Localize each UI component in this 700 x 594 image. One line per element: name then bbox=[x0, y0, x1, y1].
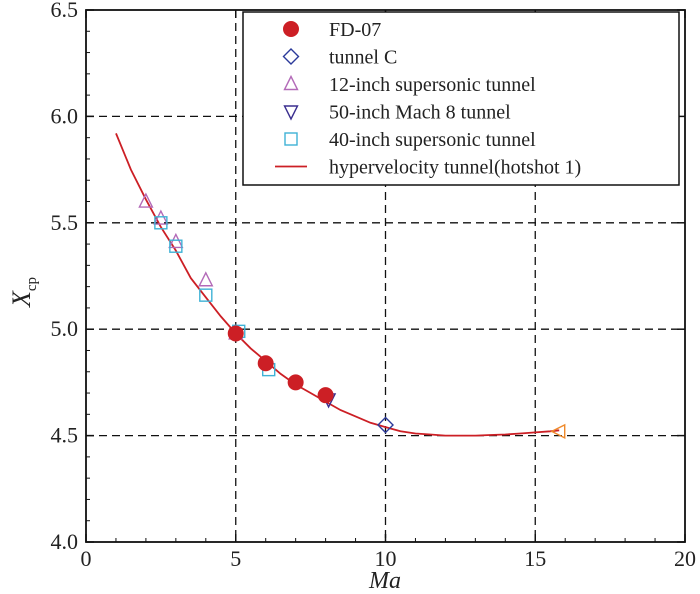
y-axis-title: Xcp bbox=[7, 277, 40, 308]
point-12-inch-supersonic-tunnel-1 bbox=[153, 209, 169, 225]
x-tick-label-5: 5 bbox=[230, 546, 241, 571]
legend-label-40-inch-supersonic-tunnel: 40-inch supersonic tunnel bbox=[329, 129, 536, 151]
legend-label-12-inch-supersonic-tunnel: 12-inch supersonic tunnel bbox=[329, 74, 536, 96]
y-tick-label-6.5: 6.5 bbox=[51, 0, 79, 22]
point-fd-07-2 bbox=[287, 374, 304, 391]
y-tick-label-5.0: 5.0 bbox=[51, 316, 79, 341]
legend-label-50-inch-mach-8-tunnel: 50-inch Mach 8 tunnel bbox=[329, 102, 511, 124]
legend: FD-07 tunnel C 12-inch supersonic tunnel 50… bbox=[242, 11, 680, 186]
y-tick-label-6.0: 6.0 bbox=[51, 103, 79, 128]
point-fd-07-0 bbox=[227, 325, 244, 342]
legend-marker-fd-07 bbox=[283, 21, 299, 37]
y-axis-title-subscript: cp bbox=[24, 277, 40, 291]
legend-label-tunnel-c: tunnel C bbox=[329, 47, 397, 69]
axis-ticks: 0 5 10 15 20 4.0 4.5 5.0 5.5 6.0 6.5 bbox=[51, 0, 697, 571]
legend-marker-tunnel-c bbox=[282, 48, 300, 65]
y-tick-label-5.5: 5.5 bbox=[51, 210, 79, 235]
point-12-inch-supersonic-tunnel-0 bbox=[138, 192, 154, 208]
legend-label-fd-07: FD-07 bbox=[329, 19, 381, 41]
y-tick-label-4.5: 4.5 bbox=[51, 423, 79, 448]
point-40-inch-supersonic-tunnel-1 bbox=[169, 239, 183, 253]
point-40-inch-supersonic-tunnel-0 bbox=[154, 216, 168, 230]
x-tick-label-10: 10 bbox=[375, 546, 397, 571]
fit-curve-layer bbox=[115, 133, 560, 437]
legend-box bbox=[242, 11, 680, 186]
point-tunnel-c-0 bbox=[377, 416, 394, 434]
y-axis-title-main: X bbox=[7, 290, 36, 308]
point-hypervelocity-tunnel-hotshot-1-0 bbox=[550, 423, 566, 439]
point-12-inch-supersonic-tunnel-2 bbox=[168, 232, 184, 249]
legend-marker-12-inch-supersonic-tunnel bbox=[283, 74, 299, 91]
data-points bbox=[138, 192, 566, 439]
x-axis-title: Ma bbox=[368, 568, 401, 594]
x-tick-label-15: 15 bbox=[524, 546, 546, 571]
x-tick-label-20: 20 bbox=[674, 546, 696, 571]
legend-marker-50-inch-mach-8-tunnel bbox=[283, 105, 299, 121]
point-40-inch-supersonic-tunnel-2 bbox=[199, 288, 213, 302]
legend-marker-40-inch-supersonic-tunnel bbox=[284, 132, 298, 146]
x-tick-label-0: 0 bbox=[81, 546, 92, 571]
fit-curve-line bbox=[115, 133, 560, 437]
point-12-inch-supersonic-tunnel-3 bbox=[198, 271, 214, 287]
legend-label-hypervelocity-tunnel-hotshot-1: hypervelocity tunnel(hotshot 1) bbox=[329, 157, 581, 179]
point-fd-07-1 bbox=[257, 355, 274, 372]
point-fd-07-3 bbox=[317, 387, 334, 404]
y-tick-label-4.0: 4.0 bbox=[51, 529, 79, 554]
